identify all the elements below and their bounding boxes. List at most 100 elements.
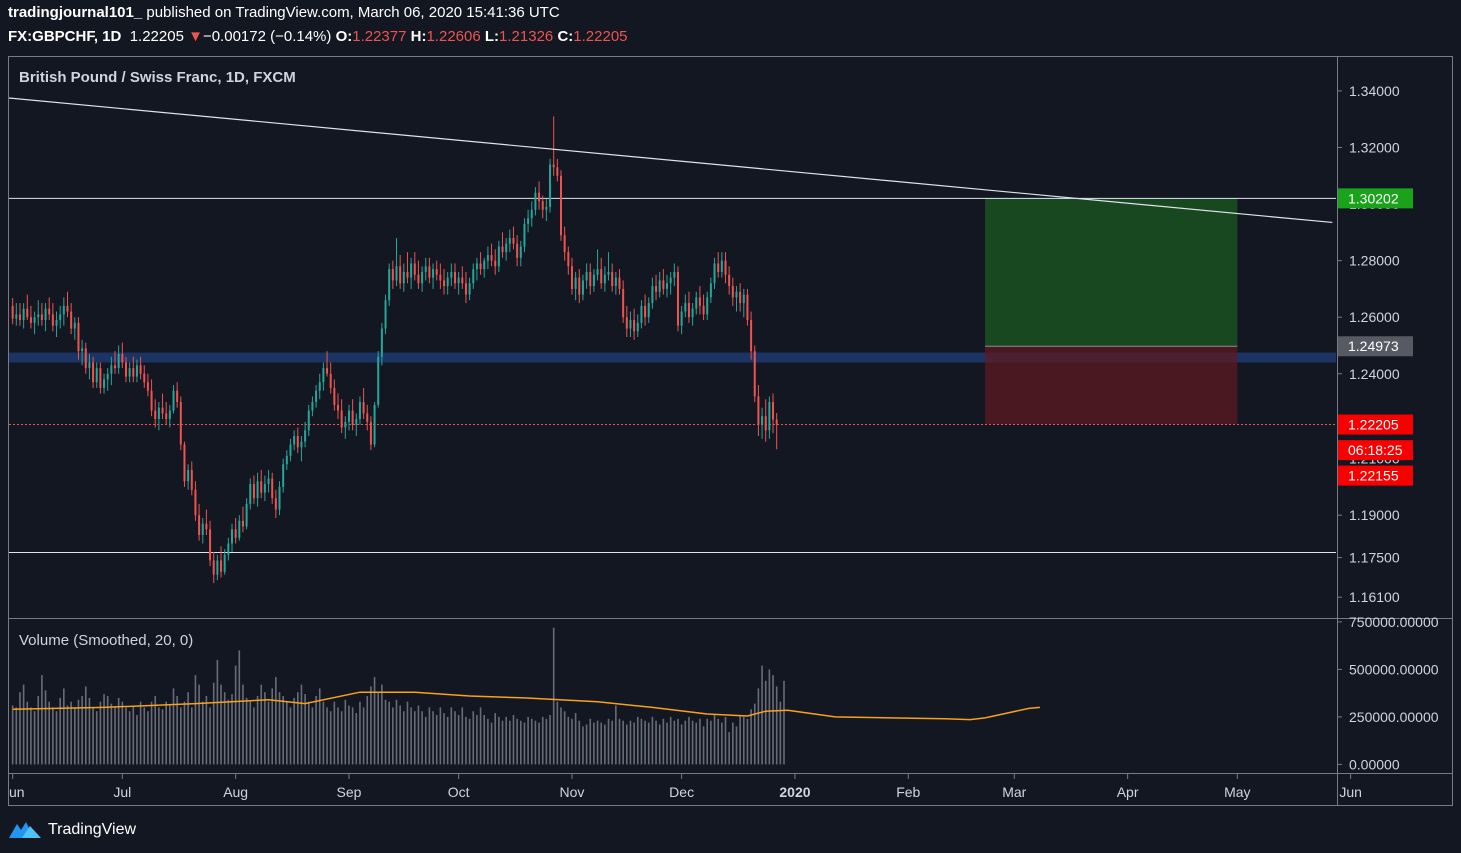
candle-body xyxy=(223,554,226,572)
candle xyxy=(351,399,354,431)
candle-body xyxy=(355,419,358,425)
candle-body xyxy=(475,263,478,270)
candle xyxy=(413,252,416,281)
candle-body xyxy=(698,297,701,306)
time-axis[interactable]: un Jul Aug Sep Oct Nov Dec 2020 Feb Mar Apr May Jun xyxy=(9,774,1362,800)
price-pane[interactable] xyxy=(8,97,1336,584)
candle-body xyxy=(695,297,698,309)
candle-body xyxy=(44,308,47,321)
volume-tick-label: 500000.00000 xyxy=(1349,661,1439,677)
time-tick-label: Feb xyxy=(896,784,920,800)
candle xyxy=(245,498,248,530)
candle xyxy=(435,260,438,281)
candle xyxy=(673,263,676,287)
candle-body xyxy=(523,223,526,247)
candle-body xyxy=(464,283,467,295)
price-tick-label: 1.17500 xyxy=(1349,550,1400,566)
candle xyxy=(735,286,738,312)
candle-body xyxy=(742,294,745,304)
candle-body xyxy=(534,192,537,210)
candle xyxy=(600,257,603,289)
candle-body xyxy=(640,305,643,323)
candle-body xyxy=(490,254,493,261)
tradingview-logo-icon[interactable] xyxy=(8,820,42,840)
candle xyxy=(691,303,694,326)
candle-body xyxy=(267,478,270,485)
volume-pane[interactable] xyxy=(11,627,1040,765)
candle-body xyxy=(245,503,248,527)
candle xyxy=(135,359,138,383)
candle-body xyxy=(48,308,51,315)
candle-body xyxy=(545,206,548,210)
candle xyxy=(592,269,595,292)
candle-body xyxy=(592,274,595,287)
candle xyxy=(461,266,464,289)
candle xyxy=(439,263,442,289)
candle xyxy=(139,356,142,380)
candle xyxy=(77,317,80,360)
candle xyxy=(172,385,175,414)
candle-body xyxy=(607,271,610,275)
candle xyxy=(326,351,329,377)
volume-axis[interactable]: 750000.00000 500000.00000 250000.00000 0.00… xyxy=(1337,614,1439,773)
publish-text: published on TradingView.com, March 06, … xyxy=(142,4,560,21)
price-axis[interactable]: 1.340001.320001.300001.280001.260001.240… xyxy=(1337,83,1400,605)
candle xyxy=(70,303,73,335)
volume-ma xyxy=(12,691,1040,721)
candle-body xyxy=(457,277,460,284)
candle xyxy=(121,342,124,369)
candle-body xyxy=(731,286,734,298)
candle xyxy=(483,257,486,278)
time-tick-label: 2020 xyxy=(779,784,810,800)
candle xyxy=(636,314,639,337)
candle-body xyxy=(165,413,168,420)
candle-body xyxy=(15,314,18,319)
candle-body xyxy=(724,260,727,275)
volume-bars xyxy=(11,627,785,765)
candle xyxy=(552,116,555,176)
candle xyxy=(88,353,91,380)
candle-body xyxy=(600,269,603,284)
candle-body xyxy=(501,246,504,253)
candle-body xyxy=(92,362,95,383)
candle-body xyxy=(362,402,365,414)
candle xyxy=(128,362,131,383)
candle-body xyxy=(11,305,14,319)
candle-body xyxy=(585,271,588,281)
candle xyxy=(622,280,625,323)
price-tick-label: 1.24000 xyxy=(1349,366,1400,382)
candle-body xyxy=(687,303,690,318)
candle-body xyxy=(212,560,215,575)
candle-body xyxy=(428,266,431,278)
candle xyxy=(369,416,372,451)
candle-body xyxy=(198,515,201,535)
candle-body xyxy=(161,407,164,414)
price-tick-label: 1.32000 xyxy=(1349,140,1400,156)
candle-body xyxy=(95,368,98,383)
price-tick-label: 1.34000 xyxy=(1349,83,1400,99)
candle xyxy=(611,263,614,292)
candle-body xyxy=(114,365,117,369)
candle xyxy=(230,523,233,552)
candle-body xyxy=(124,362,127,377)
author-name[interactable]: tradingjournal101_ xyxy=(8,4,143,21)
candle xyxy=(614,271,617,295)
price-label-bg xyxy=(1338,440,1413,461)
volume-tick-label: 750000.00000 xyxy=(1349,614,1439,630)
candle xyxy=(746,288,749,326)
candle xyxy=(432,263,435,289)
candle-body xyxy=(709,283,712,298)
candle xyxy=(406,252,409,284)
candle-body xyxy=(73,322,76,329)
candle-body xyxy=(172,390,175,411)
candle xyxy=(37,300,40,326)
candle-body xyxy=(337,404,340,411)
candle-body xyxy=(311,402,314,411)
candle xyxy=(589,263,592,295)
candle xyxy=(629,311,632,337)
candle xyxy=(695,291,698,315)
candle-body xyxy=(263,484,266,493)
candle xyxy=(347,404,350,431)
candle xyxy=(51,303,54,332)
